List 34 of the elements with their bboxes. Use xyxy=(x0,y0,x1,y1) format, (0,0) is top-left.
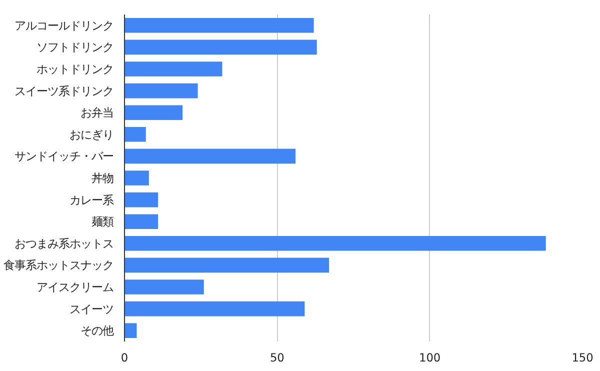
x-tick-label: 150 xyxy=(572,350,594,364)
bar xyxy=(124,214,158,230)
x-tick-label: 50 xyxy=(270,350,284,364)
y-tick-label: その他 xyxy=(80,324,114,338)
bar xyxy=(124,18,314,33)
y-tick-label: おつまみ系ホットス xyxy=(14,236,114,250)
bar xyxy=(124,83,198,98)
bar xyxy=(124,280,204,294)
x-tick-label: 0 xyxy=(120,350,128,364)
bar xyxy=(124,192,158,208)
bar xyxy=(124,126,146,142)
bar xyxy=(124,236,546,251)
y-tick-label: ホットドリンク xyxy=(36,62,114,76)
y-tick-label: スイーツ xyxy=(70,302,114,316)
bar xyxy=(124,323,137,338)
y-tick-label: 丼物 xyxy=(92,171,114,185)
bar xyxy=(124,40,317,55)
y-tick-label: サンドイッチ・バー xyxy=(14,149,114,164)
bar xyxy=(124,301,305,316)
y-tick-label: 麺類 xyxy=(92,214,114,229)
y-tick-label: アルコールドリンク xyxy=(14,18,114,32)
y-tick-label: カレー系 xyxy=(70,192,114,207)
y-tick-label: 食事系ホットスナック xyxy=(4,258,114,272)
bar xyxy=(124,258,330,273)
bar xyxy=(124,148,296,164)
y-tick-label: スイーツ系ドリンク xyxy=(14,84,114,98)
y-tick-label: ソフトドリンク xyxy=(36,40,114,54)
y-tick-label: アイスクリーム xyxy=(36,280,114,294)
y-tick-label: お弁当 xyxy=(80,106,114,120)
y-tick-label: おにぎり xyxy=(70,127,114,142)
bar xyxy=(124,170,149,186)
bar xyxy=(124,105,183,120)
x-tick-label: 100 xyxy=(419,350,441,364)
bar xyxy=(124,62,222,76)
